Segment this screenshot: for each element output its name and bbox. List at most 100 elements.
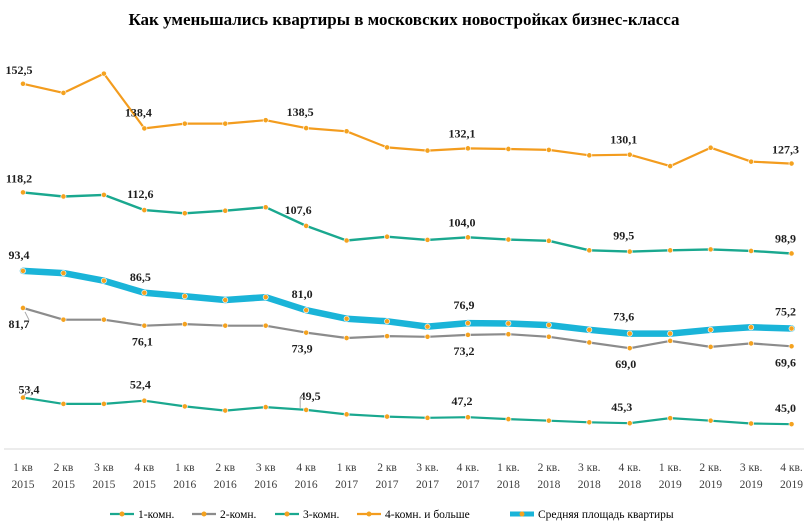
data-label-k3: 98,9 — [775, 231, 796, 245]
data-point-k3 — [707, 246, 714, 253]
data-point-k1 — [343, 411, 350, 418]
legend-label-k2: 2-комн. — [220, 509, 257, 521]
data-point-k2 — [667, 337, 674, 344]
data-point-k4 — [788, 160, 795, 167]
data-point-k1 — [465, 414, 471, 421]
data-point-k1 — [384, 413, 390, 420]
data-point-k2 — [262, 322, 269, 329]
data-point-k2 — [384, 333, 390, 340]
data-point-avg — [465, 320, 471, 327]
data-point-avg — [748, 324, 754, 331]
data-point-k4 — [60, 90, 67, 96]
data-point-avg — [181, 293, 188, 300]
data-point-k1 — [20, 394, 26, 401]
data-point-k1 — [141, 397, 148, 404]
data-label-k2: 73,9 — [292, 342, 313, 356]
data-point-k1 — [424, 414, 431, 421]
data-point-k2 — [505, 331, 512, 338]
leader-line — [299, 397, 306, 408]
data-point-avg — [586, 326, 593, 333]
data-point-k3 — [222, 207, 229, 214]
data-point-k3 — [424, 236, 431, 243]
x-tick-year: 2019 — [659, 479, 682, 491]
data-point-k4 — [667, 163, 674, 169]
data-point-k2 — [141, 322, 148, 329]
x-tick-quarter: 2 кв — [377, 462, 397, 474]
data-label-k4: 138,4 — [125, 105, 152, 119]
x-tick-year: 2017 — [456, 479, 479, 491]
data-point-avg — [262, 294, 269, 301]
data-point-k2 — [424, 333, 431, 340]
data-point-k1 — [667, 415, 674, 422]
x-tick-quarter: 2 кв. — [538, 462, 561, 474]
legend-marker-avg — [519, 511, 525, 517]
data-label-k1: 49,5 — [300, 389, 321, 403]
x-tick-quarter: 4 кв. — [457, 462, 480, 474]
x-tick-year: 2016 — [214, 479, 237, 491]
data-point-k4 — [545, 147, 552, 153]
data-label-k3: 104,0 — [448, 215, 475, 229]
series-line-k3 — [21, 191, 793, 255]
data-point-k1 — [707, 417, 714, 424]
legend-label-k4: 4-комн. и больше — [385, 509, 470, 521]
data-label-k3: 107,6 — [285, 203, 312, 217]
data-point-k4 — [343, 128, 350, 135]
data-label-k2: 76,1 — [132, 335, 153, 349]
x-tick-year: 2019 — [740, 479, 763, 491]
data-label-k4: 138,5 — [287, 105, 314, 119]
x-tick-year: 2018 — [497, 479, 520, 491]
series-line-k1 — [21, 396, 793, 426]
data-point-k4 — [384, 144, 390, 151]
data-point-k3 — [60, 193, 67, 200]
x-tick-year: 2015 — [92, 479, 115, 491]
data-label-k1: 45,0 — [775, 401, 796, 415]
data-label-k2: 73,2 — [453, 344, 474, 358]
x-tick-quarter: 2 кв. — [699, 462, 722, 474]
data-point-k4 — [465, 145, 471, 152]
data-label-k3: 99,5 — [613, 229, 634, 243]
data-point-k3 — [465, 234, 471, 241]
data-label-k3: 112,6 — [127, 187, 153, 201]
data-point-avg — [545, 322, 552, 328]
data-point-k3 — [748, 248, 754, 254]
leader-line — [24, 311, 30, 321]
x-tick-year: 2018 — [578, 479, 601, 491]
data-point-avg — [141, 289, 148, 296]
x-tick-quarter: 2 кв — [54, 462, 74, 474]
data-point-k1 — [545, 417, 552, 424]
data-point-avg — [707, 326, 714, 333]
series-line-avg — [19, 267, 795, 337]
legend-marker-k1 — [119, 511, 125, 517]
x-tick-year: 2015 — [12, 479, 35, 491]
data-point-k3 — [667, 247, 674, 254]
data-label-avg: 81,0 — [292, 287, 313, 301]
x-tick-year: 2016 — [173, 479, 196, 491]
data-point-k3 — [181, 210, 188, 217]
legend-marker-k4 — [366, 511, 372, 517]
x-tick-quarter: 3 кв. — [416, 462, 439, 474]
data-label-k3: 118,2 — [6, 171, 32, 185]
data-point-k1 — [222, 407, 229, 414]
data-point-k4 — [424, 147, 431, 154]
data-point-k1 — [101, 400, 107, 407]
data-label-k1: 45,3 — [611, 400, 632, 414]
data-label-k1: 53,4 — [19, 383, 40, 397]
data-point-k2 — [707, 343, 714, 350]
data-point-k1 — [60, 400, 67, 407]
data-point-avg — [667, 330, 674, 337]
data-point-k4 — [222, 120, 229, 127]
data-point-avg — [303, 307, 310, 314]
data-label-k2: 69,0 — [615, 357, 636, 371]
data-point-k2 — [222, 322, 229, 329]
data-label-avg: 86,5 — [130, 270, 151, 284]
data-point-k1 — [181, 403, 188, 410]
data-label-k2: 81,7 — [9, 317, 30, 331]
x-tick-quarter: 3 кв. — [578, 462, 601, 474]
data-point-k1 — [505, 416, 512, 422]
x-tick-quarter: 1 кв. — [659, 462, 682, 474]
data-point-avg — [101, 277, 107, 284]
data-point-k3 — [303, 223, 310, 229]
data-point-k2 — [60, 316, 67, 323]
